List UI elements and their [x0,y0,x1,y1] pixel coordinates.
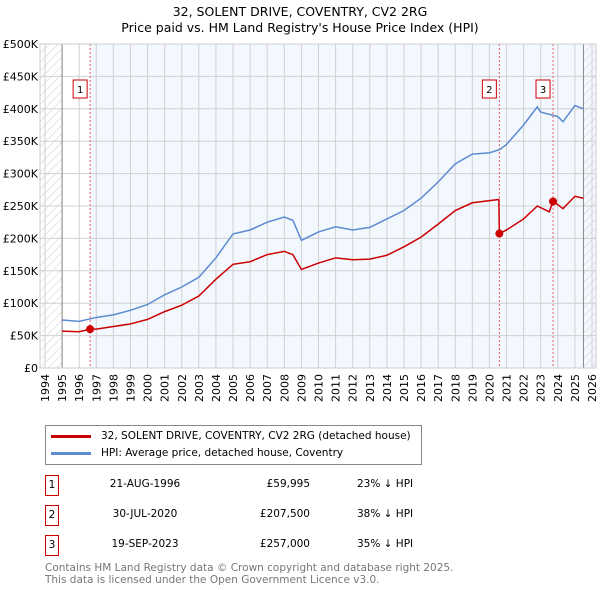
chart-subtitle: Price paid vs. HM Land Registry's House … [121,20,479,35]
sale-hpi-diff: 38% ↓ HPI [357,508,414,520]
sale-point [495,229,504,238]
legend-label-hpi: HPI: Average price, detached house, Cove… [101,447,344,459]
legend-label-property: 32, SOLENT DRIVE, COVENTRY, CV2 2RG (det… [101,430,411,442]
annotation-box [481,79,497,99]
x-tick-label: 2001 [159,374,172,402]
x-tick-label: 2019 [466,374,479,402]
y-tick-label: £50K [10,330,39,343]
x-tick-label: 2002 [176,374,189,402]
y-tick-label: £200K [3,232,39,245]
legend-swatch-hpi [51,451,91,455]
x-tick-label: 2023 [535,374,548,402]
x-tick-label: 2012 [347,374,360,402]
footer-line-2: This data is licensed under the Open Gov… [45,574,380,586]
sale-date: 21-AUG-1996 [109,478,181,490]
y-tick-label: £250K [3,200,39,213]
x-tick-label: 2016 [415,374,428,402]
x-tick-label: 2015 [398,374,411,402]
x-tick-label: 1996 [73,374,86,402]
x-tick-label: 2010 [313,374,326,402]
annotation-label: 2 [486,85,492,96]
sale-row: 1 21-AUG-1996 £59,995 23% ↓ HPI [45,475,445,496]
x-tick-label: 2011 [330,374,343,402]
x-tick-label: 2008 [278,374,291,402]
x-tick-label: 2013 [364,374,377,402]
sale-point [549,197,558,206]
sale-row: 3 19-SEP-2023 £257,000 35% ↓ HPI [45,535,445,556]
sale-point [86,325,95,334]
legend-swatch-property [51,434,91,438]
x-tick-label: 1998 [107,374,120,402]
price-chart: 1994 1995 1996 1997 1998 1999 2000 2001 2002 2003… [3,38,599,402]
x-tick-label: 2014 [381,374,394,402]
chart-title: 32, SOLENT DRIVE, COVENTRY, CV2 2RG [172,4,428,19]
footer-line-1: Contains HM Land Registry data © Crown c… [45,562,454,574]
sale-date: 19-SEP-2023 [111,538,179,550]
x-tick-label: 1994 [39,374,52,402]
series-line [62,104,584,323]
x-tick-label: 2005 [227,374,240,402]
x-tick-label: 2003 [193,374,206,402]
sale-marker: 1 [45,475,59,496]
x-tick-label: 2026 [586,374,599,402]
sale-price: £207,500 [259,508,310,520]
x-tick-label: 1995 [56,374,69,402]
annotation-label: 1 [77,85,83,96]
x-tick-label: 2007 [261,374,274,402]
sale-price: £59,995 [266,478,310,490]
sale-row: 2 30-JUL-2020 £207,500 38% ↓ HPI [45,505,445,526]
y-tick-label: £300K [3,168,39,181]
legend: 32, SOLENT DRIVE, COVENTRY, CV2 2RG (det… [45,425,422,465]
annotation-box [535,79,551,99]
y-tick-label: £150K [3,265,39,278]
sale-marker: 3 [45,535,59,556]
x-tick-label: 2025 [569,374,582,402]
y-tick-label: £350K [3,135,39,148]
x-tick-label: 2022 [518,374,531,402]
x-tick-label: 2006 [244,374,257,402]
x-tick-label: 2021 [501,374,514,402]
x-tick-label: 2009 [295,374,308,402]
y-tick-label: £0 [24,362,38,375]
sale-hpi-diff: 35% ↓ HPI [357,538,414,550]
series-line [62,195,584,333]
plot-border [39,43,597,369]
sale-date: 30-JUL-2020 [112,508,178,520]
y-tick-label: £500K [3,38,39,51]
sale-marker: 2 [45,505,59,526]
annotation-box [72,79,88,99]
x-tick-label: 2020 [483,374,496,402]
y-tick-label: £100K [3,297,39,310]
x-tick-label: 2017 [432,374,445,402]
y-tick-label: £450K [3,70,39,83]
y-tick-label: £400K [3,103,39,116]
x-tick-label: 2000 [142,374,155,402]
x-tick-label: 1999 [124,374,137,402]
x-tick-label: 2024 [552,374,565,402]
x-tick-label: 1997 [90,374,103,402]
sale-price: £257,000 [259,538,310,550]
x-tick-label: 2018 [449,374,462,402]
annotation-label: 3 [540,85,546,96]
sale-hpi-diff: 23% ↓ HPI [357,478,414,490]
x-tick-label: 2004 [210,374,223,402]
